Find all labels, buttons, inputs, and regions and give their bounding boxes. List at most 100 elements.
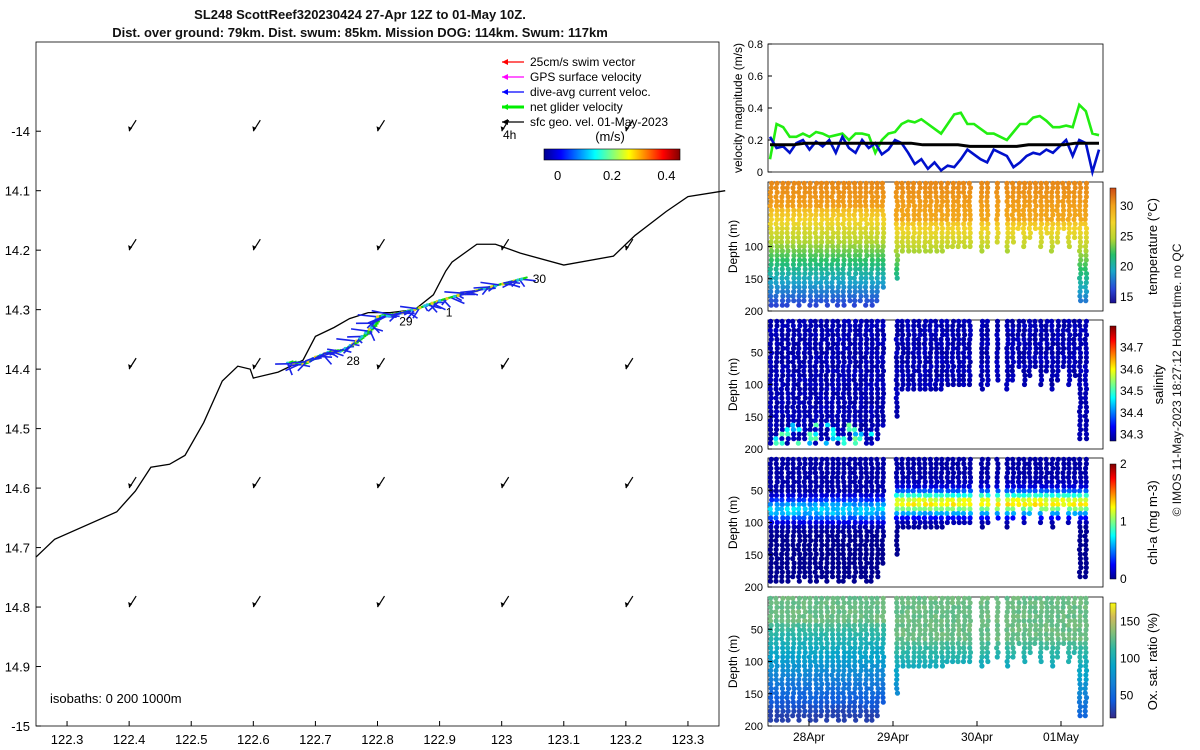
section-point <box>768 377 774 383</box>
section-point <box>774 399 780 406</box>
section-point <box>851 230 857 236</box>
section-point <box>835 243 841 250</box>
section-point <box>1078 565 1084 571</box>
section-point <box>922 345 928 351</box>
section-point <box>868 640 874 647</box>
section-point <box>966 354 972 361</box>
section-point <box>1038 194 1045 200</box>
section-point <box>841 618 847 624</box>
section-point <box>857 243 863 250</box>
section-point <box>830 275 836 281</box>
section-point <box>790 418 797 424</box>
section-point <box>984 354 991 361</box>
section-point <box>880 658 886 665</box>
section-point <box>905 225 911 232</box>
section-point <box>1066 483 1073 489</box>
section-point <box>840 546 846 553</box>
section-point <box>801 198 807 204</box>
section-point <box>847 645 853 651</box>
section-point <box>773 483 779 489</box>
section-point <box>868 381 874 388</box>
section-point <box>939 654 945 660</box>
section-point <box>774 341 780 347</box>
section-point <box>1010 194 1016 200</box>
section-point <box>875 569 881 575</box>
section-point <box>801 654 807 660</box>
section-point <box>846 180 852 186</box>
section-point <box>868 386 875 392</box>
section-point <box>791 506 797 512</box>
section-point <box>869 185 875 191</box>
section-point <box>944 345 950 351</box>
section-point <box>835 289 841 295</box>
section-point <box>1004 510 1010 517</box>
section-point <box>894 645 900 651</box>
section-point <box>852 609 858 615</box>
section-point <box>785 194 791 200</box>
section-point <box>1055 341 1061 347</box>
section-point <box>1077 492 1083 499</box>
section-point <box>933 609 940 615</box>
section-point <box>778 203 785 209</box>
section-point <box>863 658 870 665</box>
section-point <box>1037 225 1044 232</box>
section-point <box>899 216 905 223</box>
section-point <box>950 194 956 200</box>
section-point <box>823 497 829 503</box>
section-point <box>802 185 808 191</box>
section-point <box>857 289 864 295</box>
section-point <box>790 537 796 544</box>
section-point <box>813 368 819 374</box>
section-point <box>893 354 899 361</box>
section-point <box>801 221 807 227</box>
section-point <box>768 225 774 232</box>
section-point <box>812 252 819 259</box>
dive-avg-vector <box>367 315 386 324</box>
section-point <box>945 654 951 660</box>
map-ytick-label: 14.5 <box>5 422 30 437</box>
section-point <box>807 483 813 489</box>
section-point <box>934 345 940 351</box>
section-point <box>1022 198 1028 204</box>
section-point <box>835 627 841 633</box>
track-point <box>425 303 429 307</box>
section-point <box>916 497 922 503</box>
section-point <box>928 470 934 476</box>
section-point <box>880 422 886 428</box>
section-point <box>780 672 786 678</box>
section-point <box>994 363 1001 370</box>
section-point <box>847 667 853 674</box>
section-point <box>818 289 825 295</box>
section-point <box>819 332 825 338</box>
section-point <box>928 345 934 351</box>
section-point <box>778 234 785 241</box>
section-point <box>967 636 973 642</box>
section-point <box>906 470 912 476</box>
section-point <box>835 427 841 433</box>
section-point <box>985 456 991 462</box>
section-point <box>950 456 956 462</box>
section-point <box>1027 604 1034 610</box>
section-point <box>894 497 901 503</box>
section-point <box>1021 654 1027 660</box>
section-point <box>841 225 848 232</box>
section-point <box>951 336 957 342</box>
section-point <box>995 372 1001 379</box>
section-point <box>880 528 886 535</box>
section-point <box>807 230 813 236</box>
section-point <box>1060 180 1066 186</box>
section-point <box>1009 354 1015 361</box>
section-point <box>851 654 858 660</box>
section-point <box>802 672 808 678</box>
section-point <box>906 194 912 200</box>
section-point <box>767 418 774 424</box>
section-point <box>984 465 990 471</box>
section-point <box>922 198 929 204</box>
section-point <box>840 427 846 433</box>
section-point <box>933 636 940 642</box>
section-point <box>1005 225 1011 232</box>
section-point <box>1005 372 1011 379</box>
section-point <box>1071 492 1077 499</box>
section-point <box>1004 483 1011 489</box>
section-point <box>1071 368 1077 374</box>
